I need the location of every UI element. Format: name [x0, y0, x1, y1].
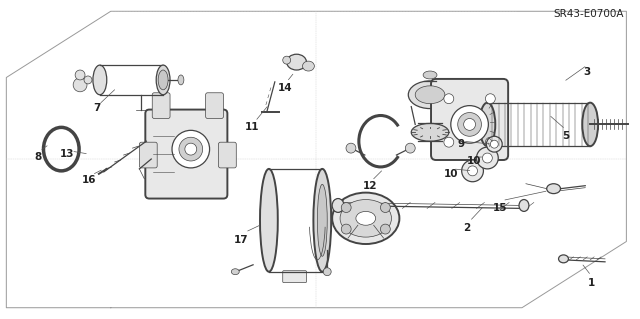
Text: 14: 14	[277, 83, 292, 93]
Text: 12: 12	[362, 181, 377, 191]
Text: 13: 13	[60, 149, 74, 159]
Text: 10: 10	[467, 156, 482, 166]
FancyBboxPatch shape	[140, 142, 157, 168]
Text: 9: 9	[457, 139, 464, 149]
Ellipse shape	[158, 70, 168, 90]
Ellipse shape	[179, 137, 203, 161]
Ellipse shape	[287, 54, 307, 70]
Circle shape	[490, 140, 499, 148]
Ellipse shape	[479, 103, 495, 146]
Ellipse shape	[156, 65, 170, 95]
Ellipse shape	[93, 65, 107, 95]
Circle shape	[477, 147, 499, 169]
Ellipse shape	[582, 103, 598, 146]
Ellipse shape	[185, 143, 196, 155]
Text: 5: 5	[562, 131, 569, 141]
FancyBboxPatch shape	[205, 93, 223, 118]
Ellipse shape	[519, 200, 529, 211]
Text: 7: 7	[93, 103, 100, 113]
Text: 16: 16	[82, 175, 96, 185]
Text: 11: 11	[245, 122, 259, 132]
Circle shape	[468, 166, 477, 176]
Text: 1: 1	[588, 278, 595, 288]
Ellipse shape	[332, 198, 344, 212]
Circle shape	[483, 153, 492, 163]
Text: 8: 8	[34, 152, 41, 162]
Circle shape	[486, 136, 502, 152]
Circle shape	[346, 143, 356, 153]
Ellipse shape	[451, 106, 488, 143]
Circle shape	[341, 203, 351, 212]
Circle shape	[75, 70, 85, 80]
Text: 3: 3	[584, 67, 591, 77]
Ellipse shape	[340, 200, 392, 237]
Ellipse shape	[412, 123, 449, 141]
Text: 2: 2	[463, 223, 470, 233]
Ellipse shape	[423, 71, 437, 79]
Circle shape	[485, 94, 495, 104]
Circle shape	[84, 76, 92, 84]
Text: SR43-E0700A: SR43-E0700A	[554, 9, 624, 19]
Circle shape	[444, 137, 454, 147]
Text: 10: 10	[444, 169, 458, 179]
Ellipse shape	[415, 86, 445, 104]
Ellipse shape	[283, 56, 291, 64]
Ellipse shape	[547, 184, 561, 194]
Ellipse shape	[178, 75, 184, 85]
Circle shape	[444, 94, 454, 104]
Text: 17: 17	[234, 235, 248, 245]
Circle shape	[73, 78, 87, 92]
Circle shape	[380, 203, 390, 212]
Circle shape	[461, 160, 483, 182]
FancyBboxPatch shape	[431, 79, 508, 160]
Ellipse shape	[559, 255, 568, 263]
Ellipse shape	[458, 113, 481, 136]
Ellipse shape	[314, 169, 331, 272]
Ellipse shape	[260, 169, 278, 272]
Text: 15: 15	[493, 204, 508, 213]
Ellipse shape	[317, 184, 327, 256]
Ellipse shape	[356, 211, 376, 225]
Ellipse shape	[303, 61, 314, 71]
Ellipse shape	[231, 269, 239, 275]
Ellipse shape	[172, 130, 209, 168]
Ellipse shape	[463, 118, 476, 130]
FancyBboxPatch shape	[145, 109, 227, 198]
Ellipse shape	[408, 81, 452, 108]
Circle shape	[341, 224, 351, 234]
Circle shape	[323, 268, 331, 276]
Ellipse shape	[332, 193, 399, 244]
Circle shape	[380, 224, 390, 234]
FancyBboxPatch shape	[283, 271, 307, 283]
Circle shape	[405, 143, 415, 153]
FancyBboxPatch shape	[218, 142, 236, 168]
FancyBboxPatch shape	[152, 93, 170, 118]
Circle shape	[485, 137, 495, 147]
